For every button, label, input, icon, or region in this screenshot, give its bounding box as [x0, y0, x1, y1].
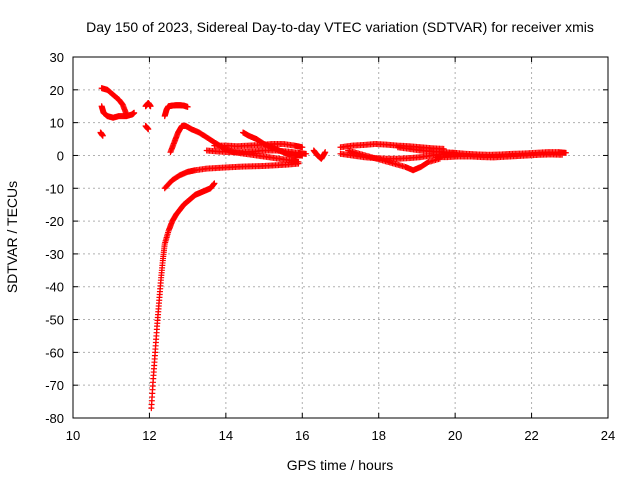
x-tick-label: 24	[601, 428, 615, 443]
data-point	[295, 160, 302, 167]
series-arc-h	[161, 160, 302, 192]
series-arc-r	[433, 151, 566, 161]
data-point	[99, 132, 106, 139]
x-tick-label: 12	[142, 428, 156, 443]
y-tick-label: -60	[45, 345, 64, 360]
x-axis-label: GPS time / hours	[287, 457, 394, 473]
series-arc-b	[98, 103, 138, 121]
data-series	[97, 85, 569, 412]
series-arc-p	[337, 149, 459, 162]
data-point	[303, 150, 310, 157]
y-tick-label: -10	[45, 181, 64, 196]
data-point	[211, 180, 218, 187]
series-arc-e	[142, 122, 152, 133]
data-point	[184, 103, 191, 110]
series-arc-l	[203, 147, 310, 157]
series-arc-i	[148, 180, 218, 412]
y-tick-label: -50	[45, 313, 64, 328]
data-point	[145, 126, 152, 133]
x-tick-label: 20	[448, 428, 462, 443]
data-point	[299, 144, 306, 151]
y-tick-label: 20	[50, 83, 64, 98]
plot-frame	[72, 56, 609, 419]
y-tick-label: -40	[45, 280, 64, 295]
data-point	[562, 149, 569, 156]
y-tick-label: 30	[50, 50, 64, 65]
y-tick-label: -80	[45, 411, 64, 426]
y-axis-label: SDTVAR / TECUs	[4, 181, 20, 293]
y-tick-label: 10	[50, 116, 64, 131]
y-tick-label: 0	[57, 148, 64, 163]
y-tick-label: -70	[45, 378, 64, 393]
x-tick-label: 18	[371, 428, 385, 443]
series-arc-f	[161, 102, 191, 120]
chart-title: Day 150 of 2023, Sidereal Day-to-day VTE…	[86, 19, 594, 35]
data-point	[559, 151, 566, 158]
series-arc-m	[310, 147, 329, 162]
series-arc-a	[98, 85, 130, 118]
axis-ticks: 10 12 14 16 18 20 22 24 30 20 10 0 -10 -20 -30 -40 -50 -6…	[45, 50, 615, 443]
series-arc-d	[142, 99, 154, 110]
data-point	[147, 103, 154, 110]
grid-lines	[73, 57, 608, 418]
x-tick-label: 10	[66, 428, 80, 443]
series-arc-c	[97, 129, 106, 139]
x-tick-label: 22	[524, 428, 538, 443]
y-tick-label: -20	[45, 214, 64, 229]
data-point	[131, 109, 138, 116]
x-tick-label: 16	[295, 428, 309, 443]
x-tick-label: 14	[219, 428, 233, 443]
series-arc-o	[345, 147, 443, 174]
y-tick-label: -30	[45, 247, 64, 262]
data-point	[322, 149, 329, 156]
